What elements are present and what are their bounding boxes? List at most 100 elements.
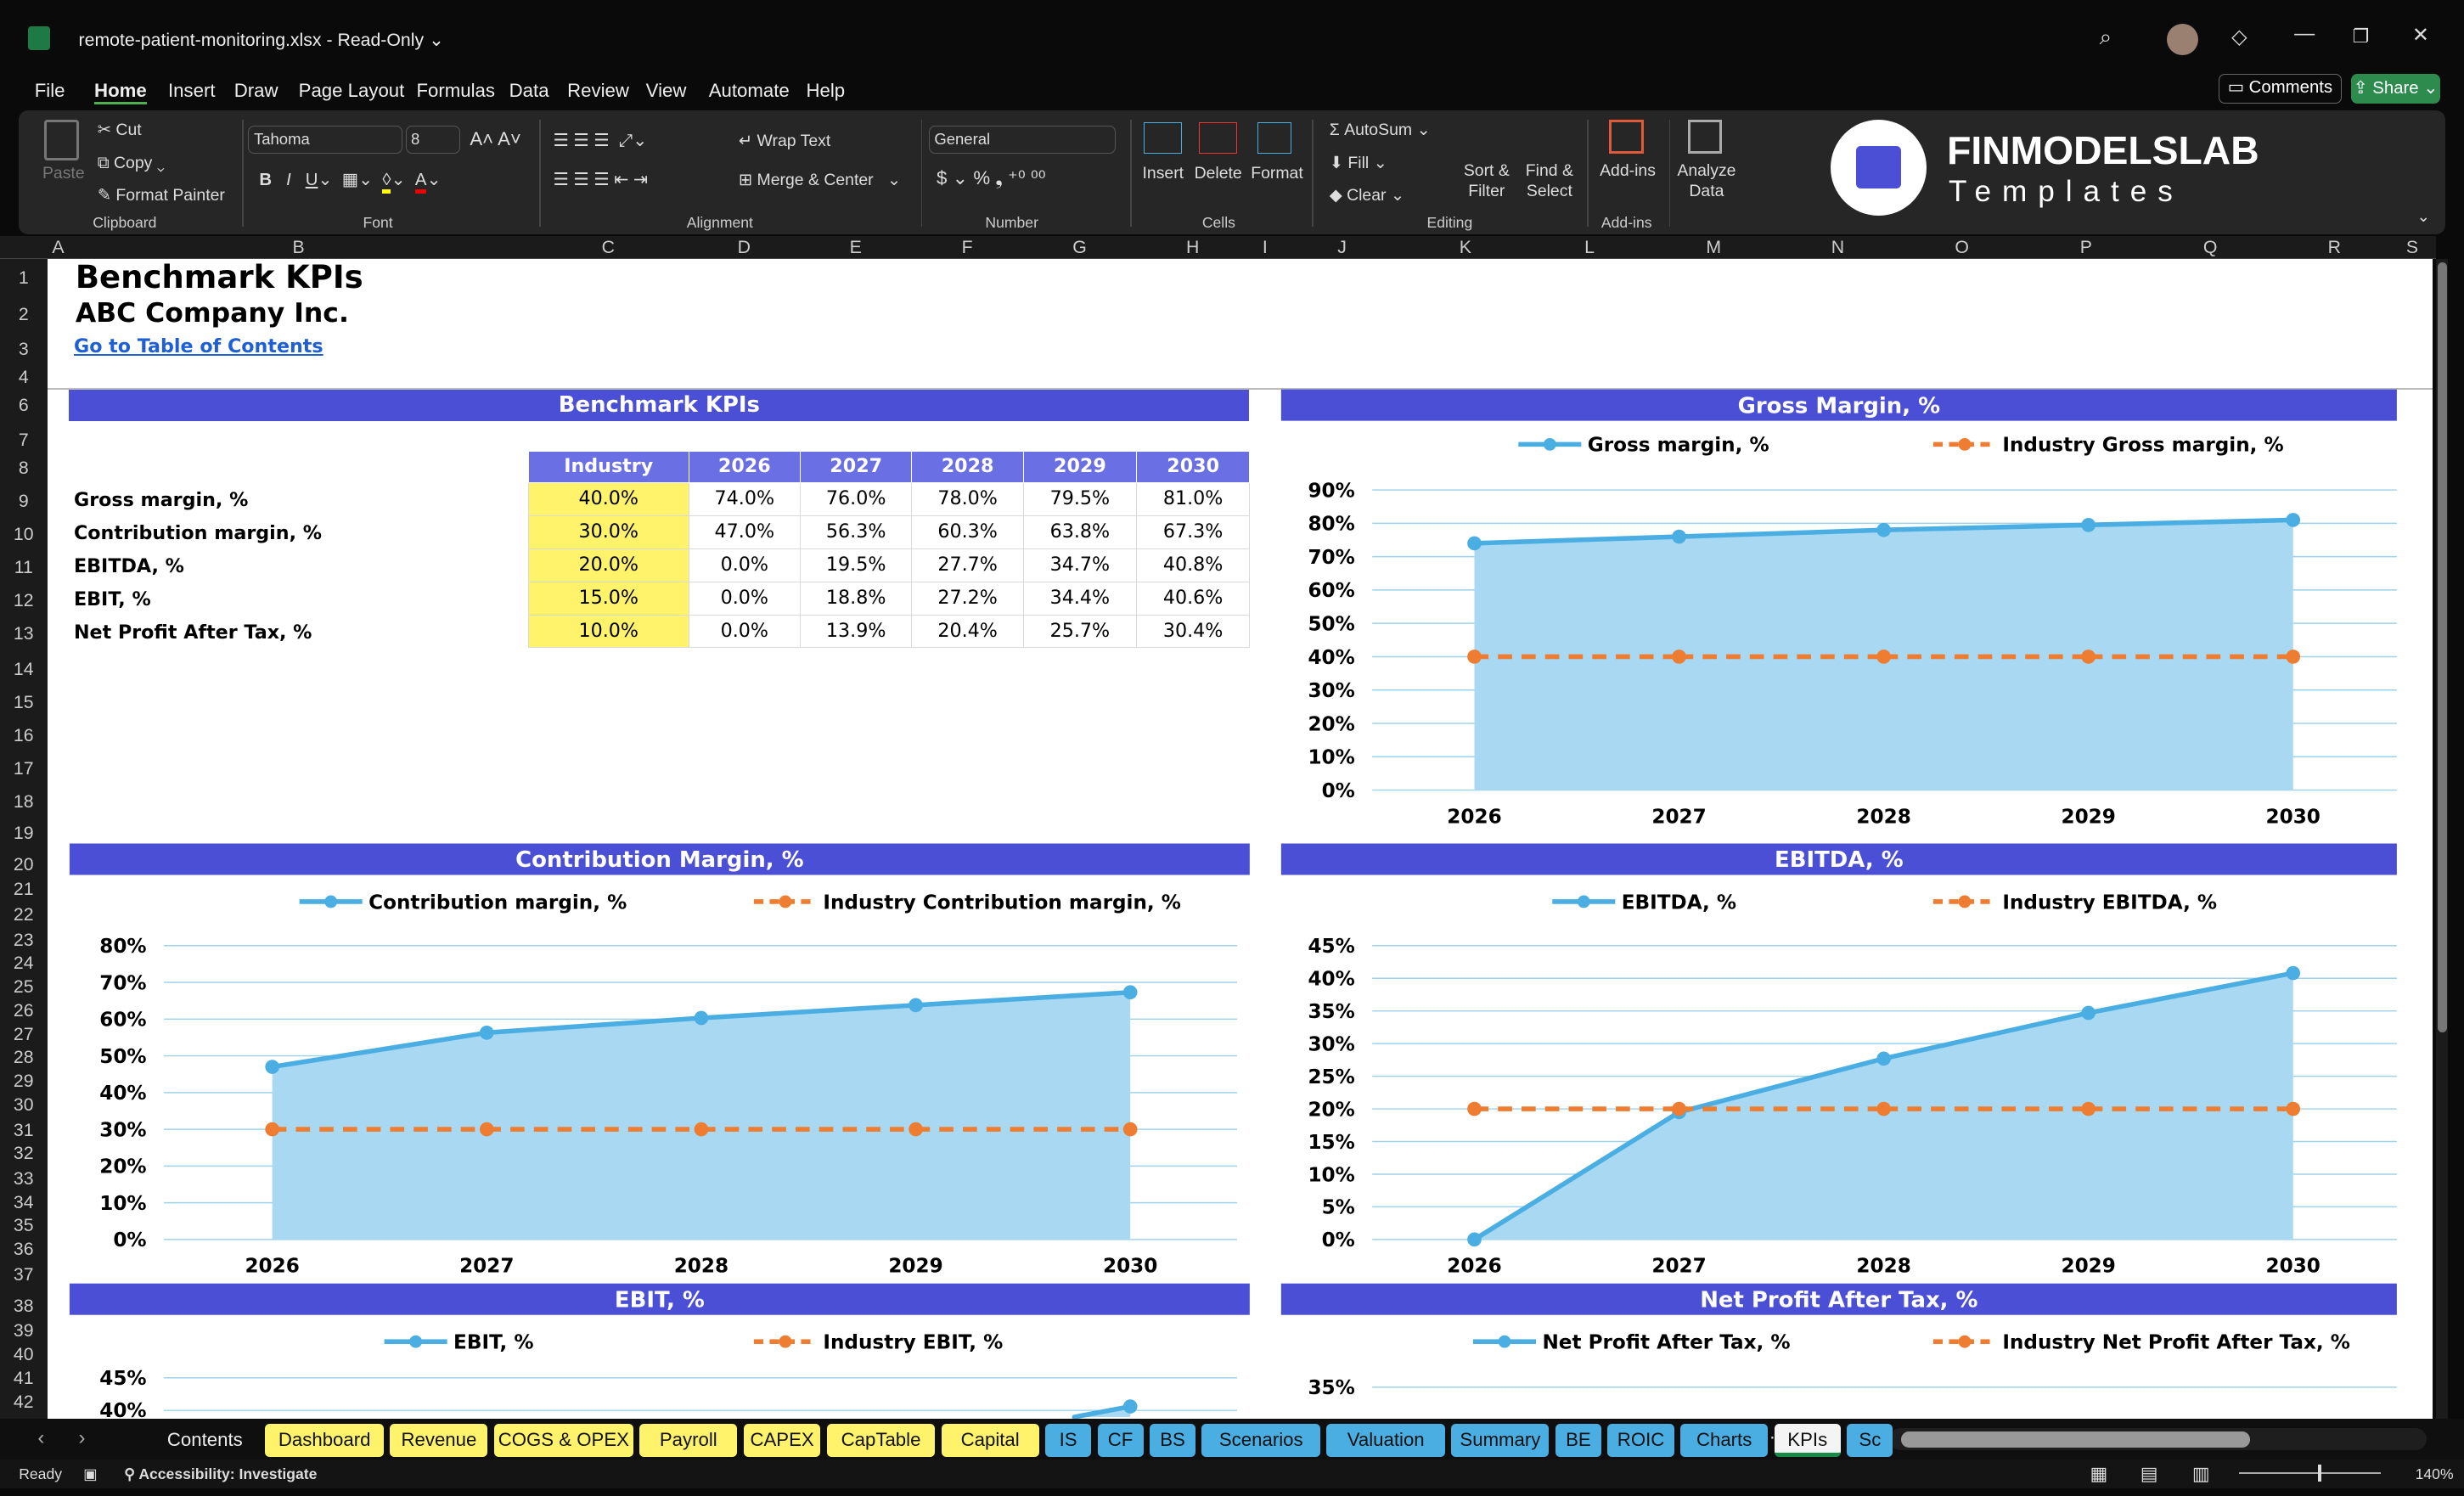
row-header-36[interactable]: 36 [13, 1239, 34, 1260]
merge-center-button[interactable]: ⊞ Merge & Center ⌄ [738, 170, 902, 189]
row-header-40[interactable]: 40 [13, 1344, 34, 1365]
analyze-data-button[interactable]: Analyze Data [1677, 160, 1736, 200]
sheet-tab-capex[interactable]: CAPEX [743, 1423, 821, 1457]
value-cell[interactable]: 0.0% [688, 581, 802, 616]
search-icon[interactable]: ⌕ [2099, 25, 2112, 49]
worksheet[interactable]: Benchmark KPIs ABC Company Inc. Go to Ta… [47, 259, 2433, 1420]
value-cell[interactable]: 19.5% [799, 548, 913, 582]
row-header-34[interactable]: 34 [13, 1191, 34, 1212]
column-header-g[interactable]: G [1072, 237, 1087, 258]
font-name-dropdown[interactable]: Tahoma [248, 126, 402, 155]
row-header-38[interactable]: 38 [13, 1295, 34, 1316]
share-button[interactable]: ⇪ Share ⌄ [2350, 73, 2441, 104]
autosum-button[interactable]: Σ AutoSum ⌄ [1329, 120, 1431, 139]
prev-sheet-button[interactable]: ‹ [37, 1426, 45, 1450]
ribbon-collapse-icon[interactable]: ⌄ [2416, 207, 2430, 226]
zoom-slider[interactable] [2239, 1464, 2381, 1482]
number-format-dropdown[interactable]: General [928, 126, 1117, 155]
accessibility-button[interactable]: ⚲ Accessibility: Investigate [124, 1465, 318, 1482]
value-cell[interactable]: 25.7% [1022, 614, 1138, 649]
menu-draw[interactable]: Draw [233, 80, 278, 102]
column-header-a[interactable]: A [52, 237, 65, 258]
value-cell[interactable]: 0.0% [688, 614, 802, 649]
horizontal-scrollbar-thumb[interactable] [1901, 1431, 2251, 1448]
insert-button[interactable]: Insert [1142, 164, 1184, 183]
sheet-tab-charts[interactable]: Charts [1680, 1423, 1769, 1457]
row-header-32[interactable]: 32 [13, 1143, 34, 1164]
vertical-scrollbar[interactable] [2435, 259, 2449, 1420]
value-cell[interactable]: 63.8% [1022, 515, 1138, 549]
row-header-28[interactable]: 28 [13, 1047, 34, 1068]
column-header-b[interactable]: B [292, 237, 305, 258]
column-header-k[interactable]: K [1459, 237, 1471, 258]
row-header-31[interactable]: 31 [13, 1119, 34, 1140]
sheet-tab-revenue[interactable]: Revenue [390, 1423, 488, 1457]
row-header-37[interactable]: 37 [13, 1263, 34, 1285]
sheet-tab-kpis[interactable]: KPIs [1774, 1423, 1841, 1457]
fill-button[interactable]: ⬇ Fill ⌄ [1329, 153, 1387, 172]
row-header-18[interactable]: 18 [13, 790, 34, 812]
row-header-21[interactable]: 21 [13, 879, 34, 900]
menu-page-layout[interactable]: Page Layout [298, 80, 405, 102]
column-header-o[interactable]: O [1955, 237, 1969, 258]
menu-home[interactable]: Home [94, 80, 147, 105]
menu-view[interactable]: View [645, 80, 687, 102]
row-header-22[interactable]: 22 [13, 904, 34, 925]
value-cell[interactable]: 40.8% [1136, 548, 1251, 582]
menu-file[interactable]: File [34, 80, 65, 102]
column-header-m[interactable]: M [1706, 237, 1722, 258]
column-header-j[interactable]: J [1337, 237, 1347, 258]
row-header-20[interactable]: 20 [13, 853, 34, 875]
column-header-i[interactable]: I [1262, 237, 1268, 258]
row-header-33[interactable]: 33 [13, 1167, 34, 1189]
row-header-42[interactable]: 42 [13, 1391, 34, 1412]
sheet-tab-bs[interactable]: BS [1150, 1423, 1196, 1457]
row-header-39[interactable]: 39 [13, 1320, 34, 1341]
column-header-s[interactable]: S [2405, 237, 2418, 258]
row-header-8[interactable]: 8 [18, 458, 29, 479]
sheet-tab-payroll[interactable]: Payroll [639, 1423, 738, 1457]
find-select-button[interactable]: Find & Select [1525, 160, 1573, 200]
horizontal-scrollbar[interactable] [1888, 1428, 2427, 1451]
menu-review[interactable]: Review [567, 80, 629, 102]
value-cell[interactable]: 0.0% [688, 548, 802, 582]
diamond-icon[interactable]: ◇ [2231, 25, 2247, 48]
value-cell[interactable]: 30.4% [1136, 614, 1251, 649]
column-header-h[interactable]: H [1186, 237, 1200, 258]
insert-cells-icon[interactable] [1144, 122, 1182, 155]
row-header-25[interactable]: 25 [13, 976, 34, 998]
analyze-data-icon[interactable] [1687, 119, 1723, 155]
zoom-slider-handle[interactable] [2317, 1464, 2321, 1482]
column-header-n[interactable]: N [1831, 237, 1845, 258]
industry-value-cell[interactable]: 10.0% [527, 614, 689, 649]
number-format-buttons[interactable]: $ ⌄ % ❟ ⁺⁰ ⁰⁰ [937, 167, 1046, 189]
scrollbar-thumb[interactable] [2437, 262, 2447, 1032]
sheet-tab-capital[interactable]: Capital [941, 1423, 1039, 1457]
row-header-16[interactable]: 16 [13, 725, 34, 746]
row-header-14[interactable]: 14 [13, 659, 34, 680]
column-header-p[interactable]: P [2079, 237, 2092, 258]
value-cell[interactable]: 74.0% [688, 482, 802, 517]
menu-data[interactable]: Data [509, 80, 549, 102]
alignment-buttons[interactable]: ☰ ☰ ☰ ⤢⌄ [553, 131, 648, 150]
sort-filter-button[interactable]: Sort & Filter [1463, 160, 1510, 200]
column-header-q[interactable]: Q [2202, 237, 2218, 258]
value-cell[interactable]: 67.3% [1136, 515, 1251, 549]
sheet-tab-be[interactable]: BE [1555, 1423, 1601, 1457]
menu-automate[interactable]: Automate [708, 80, 790, 102]
sheet-tab-cogs-opex[interactable]: COGS & OPEX [493, 1423, 633, 1457]
toc-link[interactable]: Go to Table of Contents [73, 335, 323, 358]
row-header-10[interactable]: 10 [13, 524, 34, 545]
row-header-30[interactable]: 30 [13, 1094, 34, 1115]
row-header-7[interactable]: 7 [18, 430, 29, 451]
row-header-41[interactable]: 41 [13, 1368, 34, 1388]
row-header-4[interactable]: 4 [18, 367, 29, 388]
row-header-29[interactable]: 29 [13, 1071, 34, 1092]
sheet-tab-is[interactable]: IS [1045, 1423, 1092, 1457]
sheet-tab-cf[interactable]: CF [1097, 1423, 1144, 1457]
value-cell[interactable]: 20.4% [911, 614, 1024, 649]
delete-button[interactable]: Delete [1194, 164, 1242, 183]
value-cell[interactable]: 79.5% [1022, 482, 1138, 517]
value-cell[interactable]: 47.0% [688, 515, 802, 549]
cut-button[interactable]: ✂ Cut [97, 120, 142, 139]
